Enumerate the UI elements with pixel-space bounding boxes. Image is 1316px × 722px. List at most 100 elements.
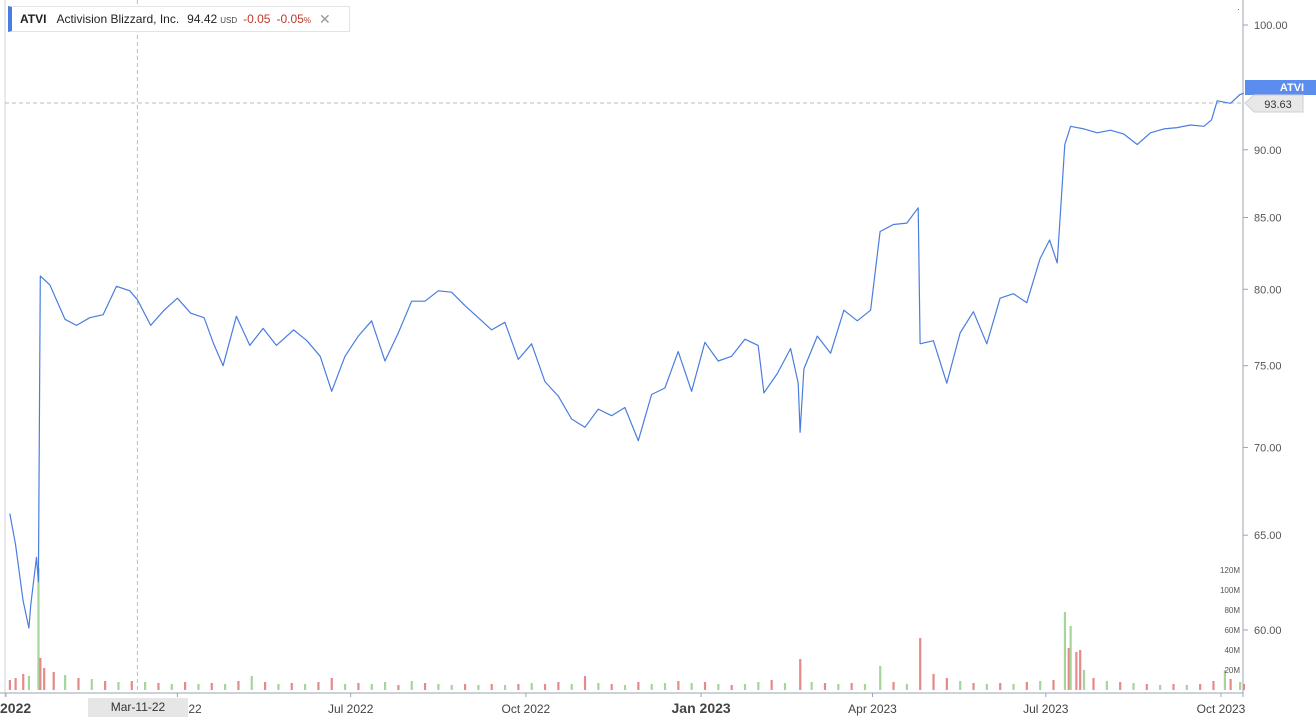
crosshair-date-bg [88,698,188,717]
volume-bar [224,684,227,690]
volume-tick-label: 20M [1224,666,1240,675]
price-axis: 100.00 90.00 85.00 80.00 75.00 70.00 65.00 60.0… [1243,20,1288,637]
volume-axis: 20M 40M 60M 80M 100M 120M [1220,566,1240,675]
volume-bar [117,682,120,690]
volume-bar [1069,626,1072,690]
volume-bar [210,683,213,690]
volume-bar [879,666,882,690]
legend-change: -0.05 [243,12,271,26]
volume-bar [39,658,42,690]
volume-bar [863,684,867,690]
volume-bar [490,684,493,690]
y-tick-label: 70.00 [1254,442,1282,454]
volume-bar [583,676,587,690]
volume-bar [1212,681,1215,690]
x-tick-label: Oct 2023 [1197,702,1246,716]
volume-bar [104,681,107,690]
y-tick-label: 80.00 [1254,284,1282,296]
volume-bar [959,681,962,690]
volume-bar [303,684,307,690]
close-icon[interactable]: ✕ [318,10,331,27]
volume-bar [1063,612,1067,690]
y-tick-label: 90.00 [1254,145,1282,157]
volume-bar [1145,684,1148,690]
volume-bar [90,679,93,690]
volume-bar [1185,685,1188,690]
legend-currency: USD [220,16,238,25]
volume-bar [1025,682,1028,690]
volume-bar [1172,684,1175,690]
volume-bar [423,683,427,690]
legend-change-percent: -0.05 [276,12,304,26]
volume-bar [985,684,988,690]
x-tick-label: Oct 2022 [502,702,551,716]
volume-bar [22,674,25,690]
volume-bar [237,681,240,690]
volume-bar [263,682,267,690]
y-tick-label: 65.00 [1254,530,1282,542]
volume-bars [8,568,1246,690]
volume-bar [1039,681,1042,690]
volume-bar [663,683,667,690]
volume-bar [743,684,747,690]
volume-bar [43,668,46,690]
volume-bar [570,684,573,690]
price-series-line[interactable] [9,92,1245,629]
volume-bar [397,685,400,690]
y-tick-label: 85.00 [1254,212,1282,224]
crosshair-date-text: Mar-11-22 [111,700,166,714]
volume-bar [919,638,922,690]
y-tick-label: 75.00 [1254,361,1282,373]
volume-bar [64,675,67,690]
volume-tick-label: 120M [1220,566,1240,575]
volume-bar [1079,650,1082,690]
volume-bar [1242,684,1246,690]
volume-bar [317,682,320,690]
legend-symbol: ATVI [20,12,47,26]
volume-bar [932,674,935,690]
y-tick-label: 60.00 [1254,625,1282,637]
volume-bar [1067,648,1070,690]
series-legend[interactable]: ATVI Activision Blizzard, Inc. 94.42 USD… [8,6,350,32]
volume-bar [892,682,895,690]
volume-bar [677,681,680,690]
volume-bar [637,682,640,690]
volume-bar [799,659,802,690]
axis-dot: · [1237,4,1240,14]
price-tag-symbol: ATVI [1280,82,1304,94]
volume-bar [477,685,480,690]
price-tag-value: 93.63 [1264,99,1292,111]
volume-tick-label: 100M [1220,586,1240,595]
volume-bar [810,682,813,690]
volume-bar [357,683,360,690]
volume-bar [1199,684,1202,690]
volume-bar [157,683,160,690]
volume-bar [623,685,627,690]
volume-bar [410,681,413,690]
volume-bar [383,682,387,690]
x-tick-label: 2022 [0,700,31,716]
volume-bar [14,678,17,690]
volume-bar [770,680,773,690]
volume-tick-label: 40M [1224,646,1240,655]
volume-bar [184,682,187,690]
volume-bar [8,680,12,690]
volume-bar [250,676,253,690]
volume-bar [1159,685,1162,690]
volume-bar [1105,681,1108,690]
volume-bar [343,684,347,690]
volume-bar [463,684,467,690]
volume-bar [837,684,840,690]
volume-bar [1052,680,1055,690]
volume-bar [450,685,453,690]
volume-tick-label: 60M [1224,626,1240,635]
volume-bar [130,681,133,690]
volume-bar [290,683,293,690]
x-tick-label: Apr 2023 [848,702,897,716]
volume-bar [850,683,853,690]
volume-bar [597,683,600,690]
volume-bar [783,683,787,690]
